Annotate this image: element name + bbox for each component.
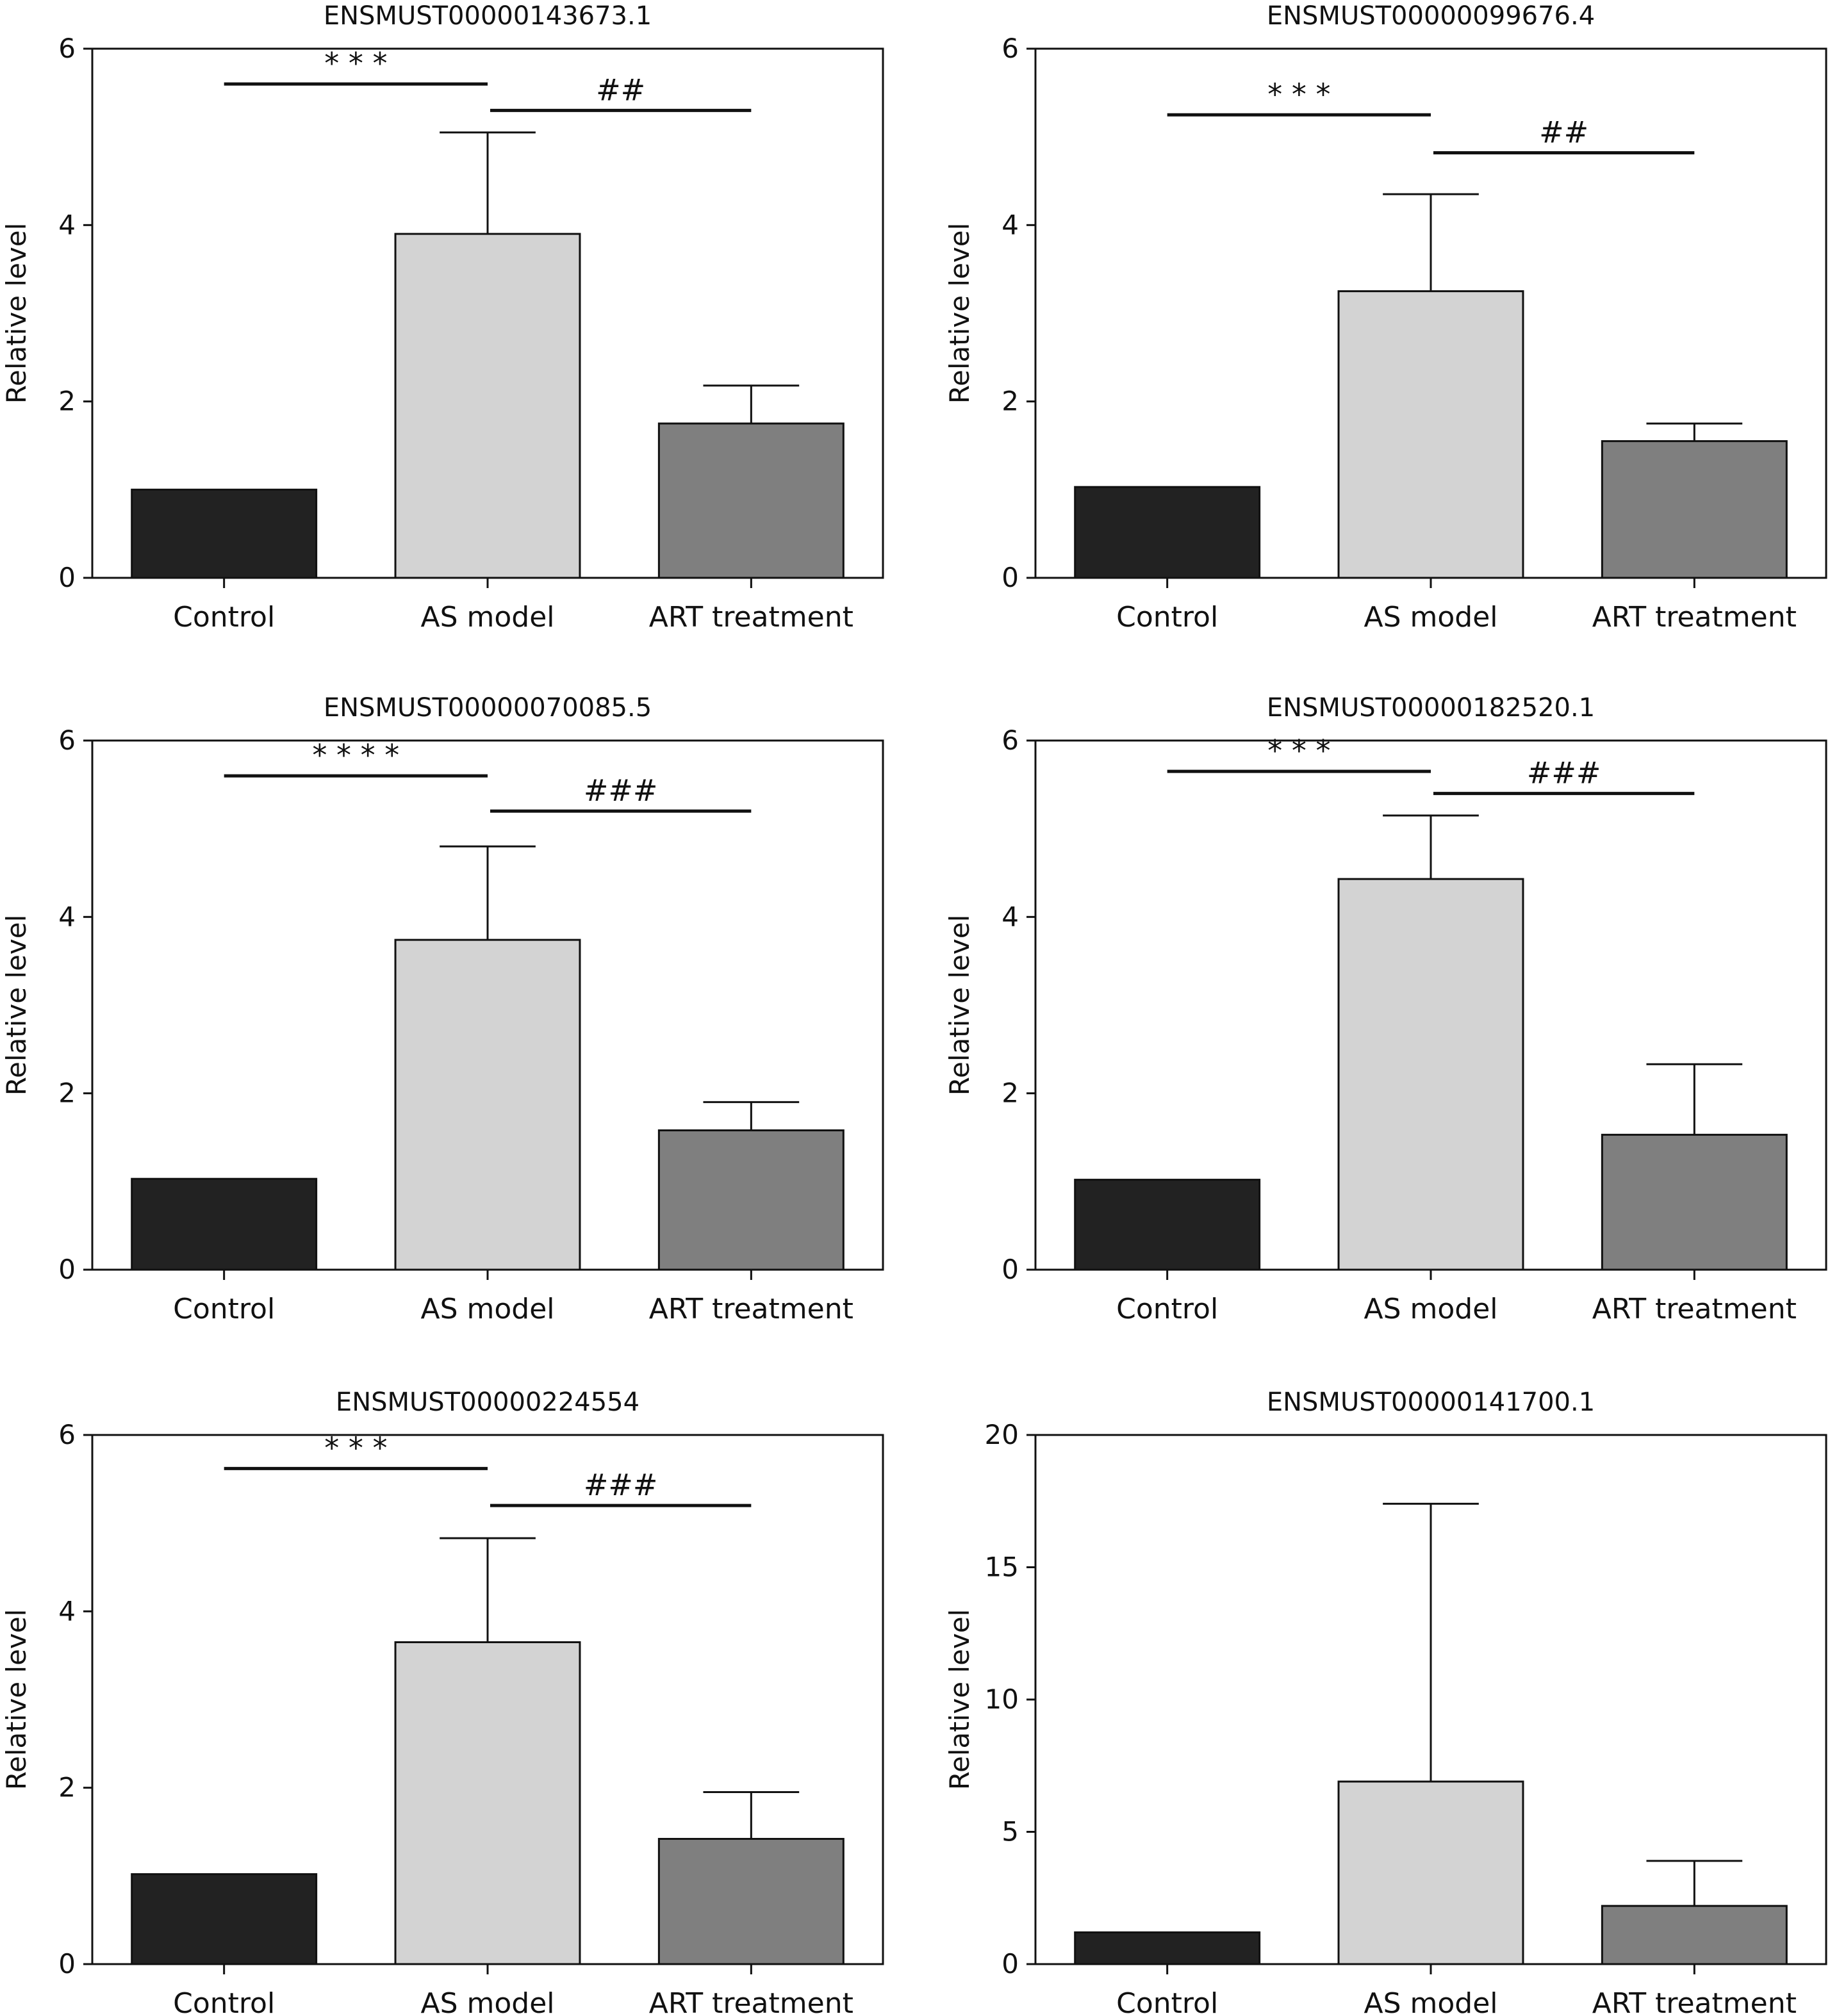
bar-control [131,488,318,579]
significance-label: ## [1539,115,1588,149]
chart-title: ENSMUST00000143673.1 [324,1,652,31]
y-tick-label: 2 [58,386,76,417]
significance-label: ### [584,773,658,808]
significance-label: * * * * [312,738,399,773]
y-axis-label: Relative level [944,223,975,404]
bar-control [1074,1179,1261,1271]
y-tick-label: 4 [58,209,76,240]
bar-control [131,1873,318,1965]
x-tick-label: AS model [1364,1987,1497,2016]
x-tick-label: Control [1116,601,1218,634]
x-tick-label: ART treatment [649,1987,853,2016]
y-tick-label: 10 [985,1684,1019,1715]
x-tick-label: ART treatment [1592,1293,1797,1325]
significance-label: ## [596,72,645,107]
x-tick-label: Control [173,601,275,634]
panel-4: ENSMUST00000182520.1 Relative level 0 2 4 6 Co… [944,693,1827,1325]
y-tick-label: 6 [58,1419,76,1450]
x-tick-label: Control [1116,1987,1218,2016]
y-tick-label: 4 [58,1595,76,1627]
y-tick-label: 2 [58,1772,76,1803]
x-tick-label: Control [173,1987,275,2016]
y-tick-label: 2 [58,1078,76,1109]
y-axis-label: Relative level [1,1609,32,1791]
x-tick-label: AS model [1364,601,1497,634]
x-tick-label: ART treatment [1592,601,1797,634]
y-tick-label: 4 [1002,901,1019,932]
y-axis-label: Relative level [1,223,32,404]
significance-label: * * * [1267,77,1330,111]
x-tick-label: ART treatment [649,1293,853,1325]
x-tick-label: Control [1116,1293,1218,1325]
y-tick-label: 6 [58,725,76,756]
x-tick-label: AS model [420,601,554,634]
y-tick-label: 0 [58,1948,76,1979]
chart-title: ENSMUST00000224554 [336,1388,639,1417]
x-tick-label: AS model [420,1293,554,1325]
y-tick-label: 6 [1002,33,1019,64]
bar-control [1074,486,1261,579]
y-tick-label: 6 [58,33,76,64]
bar-as-model [1337,290,1524,579]
panel-2: ENSMUST00000099676.4 Relative level 0 2 4 6 Co… [944,1,1827,634]
y-tick-label: 20 [985,1419,1019,1450]
y-tick-label: 0 [1002,1254,1019,1285]
chart-title: ENSMUST00000099676.4 [1267,1,1595,31]
panel-6: ENSMUST00000141700.1 Relative level 0 5 10 15… [944,1388,1827,2016]
bar-art-treatment [1601,440,1788,579]
x-tick-label: AS model [420,1987,554,2016]
y-axis-label: Relative level [944,1609,975,1791]
y-tick-label: 0 [58,1254,76,1285]
chart-title: ENSMUST00000182520.1 [1267,693,1595,723]
bar-as-model [394,233,581,579]
panel-1: ENSMUST00000143673.1 Relative level 0 2 4 6 Co… [1,1,884,634]
bar-art-treatment [1601,1905,1788,1965]
y-tick-label: 2 [1002,1078,1019,1109]
y-tick-label: 2 [1002,386,1019,417]
panel-5: ENSMUST00000224554 Relative level 0 2 4 6 Cont… [1,1388,884,2016]
significance-label: * * * [1267,733,1330,768]
y-tick-label: 15 [985,1552,1019,1583]
x-tick-label: ART treatment [1592,1987,1797,2016]
x-tick-label: AS model [1364,1293,1497,1325]
y-axis-label: Relative level [944,915,975,1096]
bar-art-treatment [657,1129,845,1271]
chart-title: ENSMUST00000141700.1 [1267,1388,1595,1417]
y-tick-label: 4 [58,901,76,932]
y-tick-label: 4 [1002,209,1019,240]
chart-title: ENSMUST00000070085.5 [324,693,652,723]
y-axis-label: Relative level [1,915,32,1096]
bar-art-treatment [657,422,845,579]
significance-label: * * * [324,1430,387,1465]
bar-art-treatment [1601,1133,1788,1271]
bar-as-model [394,938,581,1271]
y-tick-label: 5 [1002,1816,1019,1848]
y-tick-label: 0 [1002,562,1019,593]
bar-control [131,1177,318,1271]
bar-as-model [1337,1780,1524,1965]
bar-art-treatment [657,1838,845,1965]
bar-control [1074,1931,1261,1965]
bar-as-model [394,1641,581,1965]
y-tick-label: 0 [1002,1948,1019,1979]
x-tick-label: ART treatment [649,601,853,634]
significance-label: ### [1527,756,1601,791]
bar-as-model [1337,878,1524,1271]
y-tick-label: 6 [1002,725,1019,756]
significance-label: ### [584,1468,658,1502]
significance-label: * * * [324,46,387,81]
panel-3: ENSMUST00000070085.5 Relative level 0 2 4 6 Co… [1,693,884,1325]
x-tick-label: Control [173,1293,275,1325]
y-tick-label: 0 [58,562,76,593]
